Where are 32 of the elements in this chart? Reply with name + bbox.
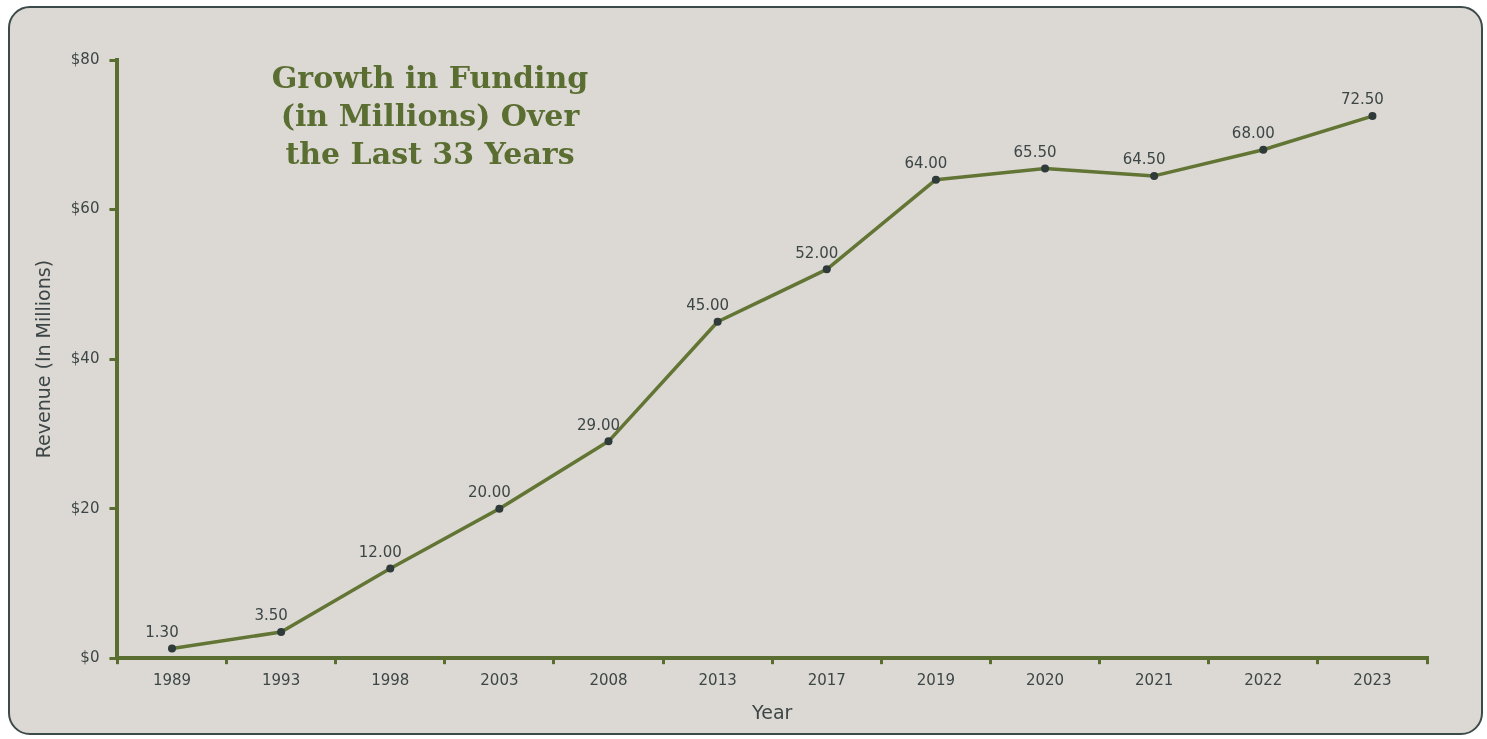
x-tick-label: 2008 — [589, 671, 628, 690]
y-tick-label: $0 — [80, 648, 100, 667]
x-axis-title: Year — [751, 700, 793, 723]
y-tick-label: $60 — [70, 199, 100, 218]
x-tick-label: 1998 — [371, 671, 410, 690]
y-tick-label: $20 — [70, 498, 100, 517]
x-tick-label: 2020 — [1025, 671, 1065, 690]
x-tick-label: 2021 — [1135, 671, 1174, 690]
x-tick-label: 1989 — [152, 671, 192, 690]
data-label: 64.50 — [1122, 150, 1166, 169]
x-tick-label: 2017 — [807, 671, 846, 690]
data-label: 72.50 — [1340, 90, 1384, 109]
data-label: 20.00 — [467, 483, 511, 502]
x-tick-label: 1993 — [262, 671, 301, 690]
data-label: 64.00 — [904, 154, 948, 173]
y-axis-title: Revenue (In Millions) — [32, 259, 55, 459]
data-label: 52.00 — [795, 243, 839, 262]
data-label: 1.30 — [145, 622, 179, 641]
y-tick-label: $80 — [70, 49, 100, 68]
x-tick-label: 2013 — [698, 671, 737, 690]
x-tick-label: 2019 — [916, 671, 956, 690]
data-label: 12.00 — [358, 542, 402, 561]
data-label: 45.00 — [686, 296, 730, 315]
x-tick-label: 2003 — [480, 671, 519, 690]
data-label: 3.50 — [254, 606, 288, 625]
text: Growth in Funding (in Millions) Over the Last 33 Years — [271, 59, 589, 171]
x-tick-label: 2023 — [1353, 671, 1392, 690]
x-tick-label: 2022 — [1244, 671, 1283, 690]
data-label: 68.00 — [1231, 124, 1275, 143]
y-tick-label: $40 — [70, 348, 100, 367]
data-label: 29.00 — [577, 415, 620, 434]
data-label: 65.50 — [1013, 142, 1057, 161]
